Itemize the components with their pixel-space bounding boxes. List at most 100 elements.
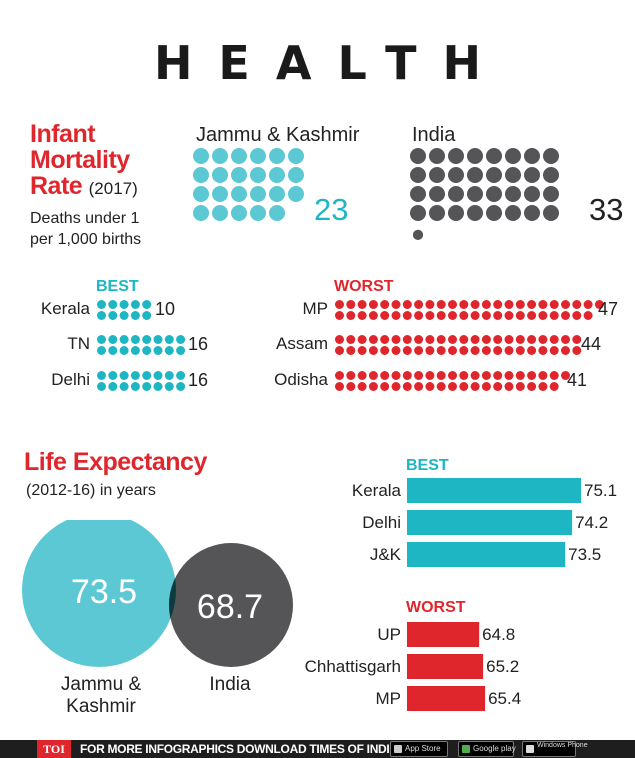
dot-mark bbox=[108, 371, 118, 380]
imr-best-name-1: Kerala bbox=[40, 299, 90, 318]
dot-mark bbox=[119, 300, 129, 309]
dot-mark bbox=[368, 346, 378, 355]
dot-mark bbox=[193, 167, 209, 183]
dot-mark bbox=[335, 346, 344, 355]
venn-value-jk: 73.5 bbox=[71, 573, 137, 611]
dot-mark bbox=[164, 371, 174, 380]
dot-mark bbox=[459, 346, 469, 355]
dot-mark bbox=[346, 371, 356, 380]
dot-mark bbox=[538, 371, 548, 380]
dot-mark bbox=[142, 371, 152, 380]
venn-circle-jk bbox=[22, 520, 176, 667]
dot-mark bbox=[119, 382, 129, 391]
dot-mark bbox=[288, 167, 304, 183]
dot-mark bbox=[470, 371, 480, 380]
dot-mark bbox=[470, 382, 480, 391]
venn-label-jk-line-2: Kashmir bbox=[66, 696, 136, 717]
google-play-badge[interactable]: Google play bbox=[458, 741, 516, 757]
dot-mark bbox=[436, 300, 446, 309]
dot-mark bbox=[164, 335, 174, 344]
dot-mark bbox=[572, 311, 582, 320]
dot-mark bbox=[459, 382, 469, 391]
dot-mark bbox=[414, 300, 424, 309]
dot-mark bbox=[380, 335, 390, 344]
dot-mark bbox=[583, 300, 593, 309]
dot-mark bbox=[448, 311, 457, 320]
app-store-badge[interactable]: App Store bbox=[390, 741, 448, 757]
bar-value-label: 64.8 bbox=[482, 625, 515, 644]
imr-worst-dots-2 bbox=[334, 334, 604, 356]
dot-mark bbox=[470, 311, 480, 320]
dot-mark bbox=[414, 382, 424, 391]
dot-mark bbox=[212, 186, 228, 202]
imr-best-value-1: 10 bbox=[155, 299, 176, 319]
dot-mark bbox=[410, 205, 426, 221]
dot-mark bbox=[549, 335, 559, 344]
dot-mark bbox=[493, 300, 503, 309]
dot-mark bbox=[527, 311, 537, 320]
dot-mark bbox=[391, 371, 401, 380]
dot-mark bbox=[142, 300, 152, 309]
windows-phone-badge[interactable]: Windows Phone bbox=[522, 741, 588, 757]
dot-mark bbox=[527, 335, 537, 344]
venn-circle-india bbox=[169, 543, 293, 667]
life-worst-label: WORST bbox=[406, 599, 466, 616]
dot-mark bbox=[572, 300, 582, 309]
imr-jk-dot-grid bbox=[193, 148, 311, 226]
dot-mark bbox=[288, 186, 304, 202]
dot-mark bbox=[108, 346, 118, 355]
imr-worst-dots-1 bbox=[334, 299, 604, 321]
dot-mark bbox=[543, 148, 559, 164]
dot-mark bbox=[193, 186, 209, 202]
dot-mark bbox=[527, 382, 537, 391]
dot-mark bbox=[486, 205, 502, 221]
dot-mark bbox=[402, 311, 412, 320]
bar-category-label: MP bbox=[376, 689, 402, 708]
bar-category-label: Delhi bbox=[362, 513, 401, 532]
dot-mark bbox=[448, 335, 457, 344]
dot-mark bbox=[130, 346, 140, 355]
dot-mark bbox=[153, 346, 163, 355]
dot-mark bbox=[527, 371, 537, 380]
dot-mark bbox=[561, 311, 570, 320]
dot-mark bbox=[504, 382, 514, 391]
dot-mark bbox=[459, 311, 469, 320]
life-venn-diagram: 73.5 68.7 bbox=[22, 520, 293, 667]
dot-mark bbox=[515, 382, 525, 391]
dot-mark bbox=[368, 335, 378, 344]
dot-mark bbox=[572, 335, 582, 344]
bar-mark bbox=[407, 478, 581, 503]
imr-title-line-2: Mortality bbox=[30, 146, 130, 174]
dot-strip-svg bbox=[97, 300, 152, 320]
dot-mark bbox=[142, 346, 152, 355]
dot-mark bbox=[153, 335, 163, 344]
venn-label-india: India bbox=[209, 674, 251, 695]
footer-promo-text: FOR MORE INFOGRAPHICS DOWNLOAD TIMES OF … bbox=[80, 742, 424, 756]
dot-mark bbox=[486, 167, 502, 183]
dot-mark bbox=[176, 346, 186, 355]
dot-mark bbox=[212, 148, 228, 164]
dot-mark bbox=[538, 346, 548, 355]
dot-mark bbox=[436, 346, 446, 355]
dot-mark bbox=[380, 300, 390, 309]
dot-mark bbox=[153, 382, 163, 391]
dot-mark bbox=[142, 382, 152, 391]
dot-mark bbox=[429, 167, 445, 183]
dot-mark bbox=[357, 311, 367, 320]
dot-mark bbox=[164, 382, 174, 391]
dot-mark bbox=[391, 335, 401, 344]
imr-best-dots-3 bbox=[96, 370, 186, 392]
imr-title-line-1: Infant bbox=[30, 120, 96, 148]
bar-category-label: J&K bbox=[370, 545, 402, 564]
dot-mark bbox=[357, 335, 367, 344]
dot-mark bbox=[594, 300, 604, 309]
dot-mark bbox=[459, 371, 469, 380]
dot-grid-svg bbox=[193, 148, 304, 221]
dot-mark bbox=[346, 300, 356, 309]
bar-category-label: Chhattisgarh bbox=[305, 657, 401, 676]
dot-mark bbox=[130, 382, 140, 391]
dot-mark bbox=[448, 382, 457, 391]
dot-mark bbox=[538, 300, 548, 309]
dot-strip-svg bbox=[97, 335, 186, 355]
dot-mark bbox=[97, 335, 106, 344]
